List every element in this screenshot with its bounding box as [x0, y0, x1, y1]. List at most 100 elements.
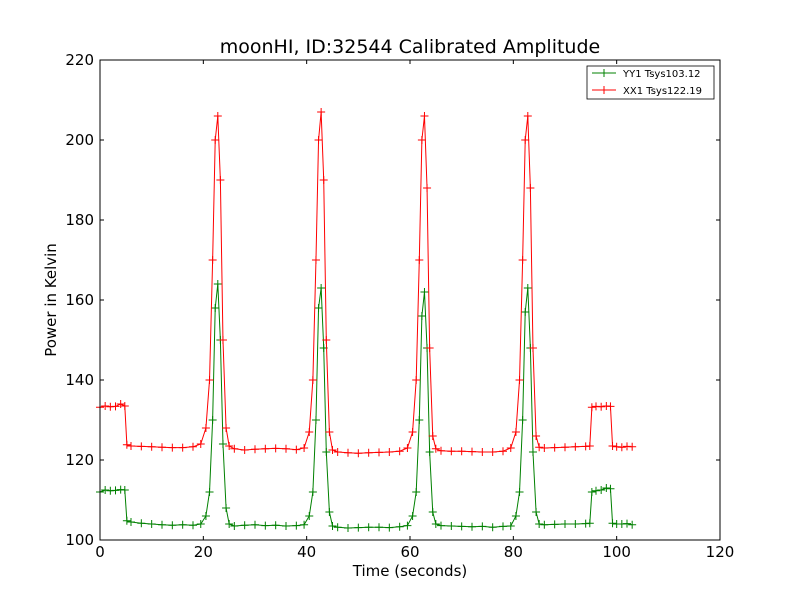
- data-point-marker: [218, 336, 227, 344]
- data-point-marker: [127, 518, 135, 526]
- data-point-marker: [506, 444, 515, 452]
- data-point-marker: [122, 440, 131, 449]
- data-point-marker: [282, 444, 290, 453]
- data-point-marker: [364, 448, 373, 457]
- data-point-marker: [101, 402, 110, 410]
- data-point-marker: [189, 442, 197, 451]
- data-point-marker: [196, 440, 205, 448]
- data-point-marker: [364, 523, 373, 532]
- y-axis-label: Power in Kelvin: [42, 243, 60, 357]
- data-point-marker: [587, 488, 596, 496]
- data-point-marker: [261, 444, 270, 453]
- data-point-marker: [447, 522, 456, 530]
- data-point-marker: [526, 184, 535, 192]
- data-point-marker: [196, 520, 205, 528]
- data-point-marker: [147, 442, 156, 451]
- data-point-marker: [308, 488, 317, 496]
- data-point-marker: [571, 442, 580, 451]
- data-point-marker: [211, 136, 220, 144]
- x-tick-label: 100: [602, 543, 631, 561]
- x-tick-label: 80: [504, 543, 523, 561]
- data-point-marker: [328, 446, 337, 454]
- data-point-marker: [457, 522, 466, 531]
- y-tick-label: 200: [65, 131, 94, 149]
- data-point-marker: [222, 504, 231, 512]
- y-tick-label: 180: [65, 211, 94, 229]
- data-point-marker: [511, 512, 520, 520]
- data-point-marker: [499, 447, 507, 456]
- data-point-marker: [317, 284, 326, 292]
- x-tick-label: 20: [194, 543, 213, 561]
- data-point-marker: [540, 444, 549, 452]
- data-point-marker: [597, 486, 606, 494]
- data-point-marker: [317, 108, 326, 116]
- data-point-marker: [230, 444, 239, 453]
- data-point-marker: [518, 416, 527, 424]
- data-point-marker: [213, 280, 222, 288]
- data-point-marker: [403, 444, 412, 452]
- legend-marker: [600, 86, 608, 94]
- data-point-marker: [415, 416, 424, 424]
- data-point-marker: [325, 428, 334, 436]
- data-point-marker: [305, 512, 314, 520]
- x-tick-label: 120: [706, 543, 735, 561]
- data-point-marker: [208, 256, 217, 264]
- data-point-marker: [328, 522, 337, 530]
- data-point-marker: [417, 136, 426, 144]
- data-point-marker: [208, 416, 217, 424]
- data-point-marker: [515, 376, 524, 384]
- data-point-marker: [561, 443, 569, 452]
- data-point-marker: [606, 402, 615, 411]
- legend-entries: YY1 Tsys103.12 XX1 Tsys122.19: [592, 69, 702, 97]
- legend-box: [586, 65, 715, 100]
- data-point-marker: [205, 376, 214, 384]
- data-point-marker: [535, 443, 544, 452]
- data-point-marker: [437, 446, 445, 455]
- data-point-marker: [417, 312, 426, 320]
- data-point-marker: [225, 442, 234, 450]
- data-point-marker: [333, 523, 342, 532]
- data-point-marker: [521, 136, 530, 144]
- data-point-marker: [213, 112, 222, 120]
- data-point-marker: [499, 522, 507, 531]
- chart-title: moonHI, ID:32544 Calibrated Amplitude: [220, 36, 600, 58]
- data-point-marker: [592, 486, 600, 495]
- data-point-marker: [354, 523, 363, 532]
- legend-marker: [600, 69, 608, 77]
- data-point-marker: [251, 520, 259, 529]
- data-point-marker: [447, 447, 456, 456]
- data-point-marker: [222, 424, 231, 432]
- data-point-marker: [431, 520, 440, 528]
- data-point-marker: [468, 447, 476, 456]
- data-point-marker: [168, 443, 177, 452]
- data-point-marker: [420, 112, 429, 120]
- data-point-marker: [478, 522, 487, 531]
- data-point-marker: [311, 256, 320, 264]
- data-point-marker: [488, 448, 497, 456]
- data-point-marker: [111, 402, 120, 411]
- x-tick-label: 40: [297, 543, 316, 561]
- data-point-marker: [319, 176, 328, 184]
- data-point-marker: [122, 516, 131, 525]
- data-point-marker: [617, 443, 626, 452]
- data-point-marker: [488, 523, 497, 532]
- data-point-marker: [354, 449, 363, 458]
- data-point-marker: [521, 308, 530, 316]
- data-point-marker: [528, 448, 537, 456]
- data-point-marker: [375, 523, 383, 532]
- data-point-marker: [561, 520, 569, 528]
- data-point-marker: [550, 443, 559, 452]
- data-point-marker: [623, 519, 631, 528]
- data-point-marker: [587, 403, 596, 412]
- data-point-marker: [408, 428, 417, 436]
- data-point-marker: [412, 376, 421, 384]
- data-point-marker: [292, 521, 301, 530]
- data-point-marker: [218, 440, 227, 448]
- data-point-marker: [325, 508, 334, 516]
- data-point-marker: [608, 519, 617, 528]
- data-point-marker: [602, 484, 611, 492]
- x-tick-label: 60: [400, 543, 419, 561]
- tick-layer: 0 20 40 60 80 100 120 100 120 140 160 180 200 220: [65, 51, 734, 561]
